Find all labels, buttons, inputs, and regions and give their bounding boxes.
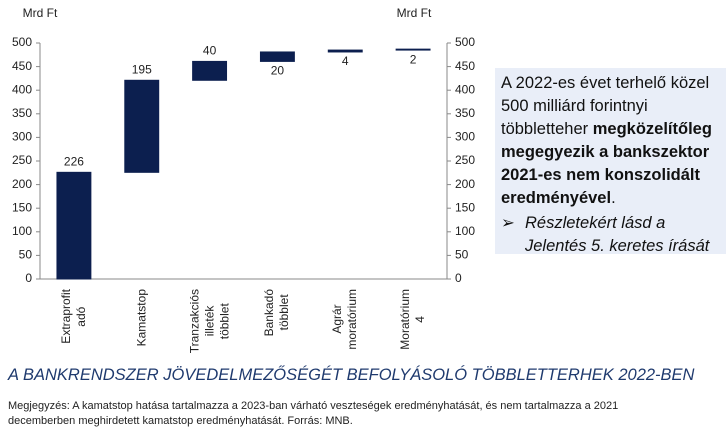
- box-bold: megközelítőleg megegyezik a bankszektor …: [501, 120, 712, 207]
- value-label: 226: [64, 154, 84, 168]
- x-tick-label: Extraprofit adó: [58, 289, 88, 344]
- bullet-text: Részletekért lásd a Jelentés 5. keretes …: [525, 214, 710, 255]
- box-text: A 2022-es évet terhelő közel 500 milliár…: [501, 72, 720, 210]
- y-tick-label: 400: [12, 82, 32, 96]
- y-tick-label: 500: [12, 35, 32, 49]
- bar: [124, 79, 160, 173]
- x-tick-label: Bankadó többlet: [262, 289, 292, 337]
- y2-tick-label: 250: [455, 153, 475, 167]
- value-label: 2: [410, 52, 417, 66]
- bullet-arrow: ➢: [501, 214, 515, 232]
- bar: [259, 51, 295, 62]
- bar: [395, 48, 431, 51]
- value-label: 4: [342, 54, 349, 68]
- bar: [192, 60, 228, 81]
- box-tail: .: [611, 189, 616, 207]
- y2-tick-label: 400: [455, 82, 475, 96]
- title: A BANKRENDSZER JÖVEDELMEZŐSÉGÉT BEFOLYÁS…: [8, 366, 695, 384]
- y2-tick-label: 200: [455, 177, 475, 191]
- y-tick-label: 50: [19, 248, 33, 262]
- y-tick-label: 450: [12, 59, 32, 73]
- y2-tick-label: 450: [455, 59, 475, 73]
- y-tick-label: 0: [25, 271, 32, 285]
- bar: [327, 49, 363, 53]
- y-tick-label: 350: [12, 106, 32, 120]
- chart: Mrd Ft Mrd Ft 05010015020025030035040045…: [12, 6, 475, 285]
- bullet: ➢ Részletekért lásd a Jelentés 5. keretes…: [501, 212, 720, 258]
- y2-tick-label: 350: [455, 106, 475, 120]
- value-label: 195: [132, 62, 152, 76]
- y2-tick-label: 100: [455, 224, 475, 238]
- note: Megjegyzés: A kamatstop hatása tartalmaz…: [8, 400, 619, 427]
- text-box: A 2022-es évet terhelő közel 500 milliár…: [495, 68, 726, 255]
- y-tick-label: 300: [12, 130, 32, 144]
- y2-tick-label: 500: [455, 35, 475, 49]
- y2-tick-label: 50: [455, 248, 469, 262]
- y-tick-label: 250: [12, 153, 32, 167]
- y-tick-label: 200: [12, 177, 32, 191]
- y2-tick-label: 150: [455, 200, 475, 214]
- x-tick-label: Moratórium 4: [398, 289, 428, 350]
- value-label: 40: [203, 44, 217, 58]
- value-label: 20: [271, 64, 285, 78]
- y-tick-label: 150: [12, 200, 32, 214]
- x-tick-label: Agrár moratórium: [330, 288, 360, 350]
- y2-tick-label: 300: [455, 130, 475, 144]
- y2-axis-label: Mrd Ft: [397, 6, 432, 20]
- box-lead: A 2022-es évet terhelő közel 500 milliár…: [501, 74, 710, 138]
- x-tick-label: Tranzakciós illeték többlet: [187, 289, 232, 354]
- y-tick-label: 100: [12, 224, 32, 238]
- y2-tick-label: 0: [455, 271, 462, 285]
- x-tick-label: Kamatstop: [134, 289, 149, 347]
- y-axis-label: Mrd Ft: [23, 6, 58, 20]
- bar: [56, 171, 92, 280]
